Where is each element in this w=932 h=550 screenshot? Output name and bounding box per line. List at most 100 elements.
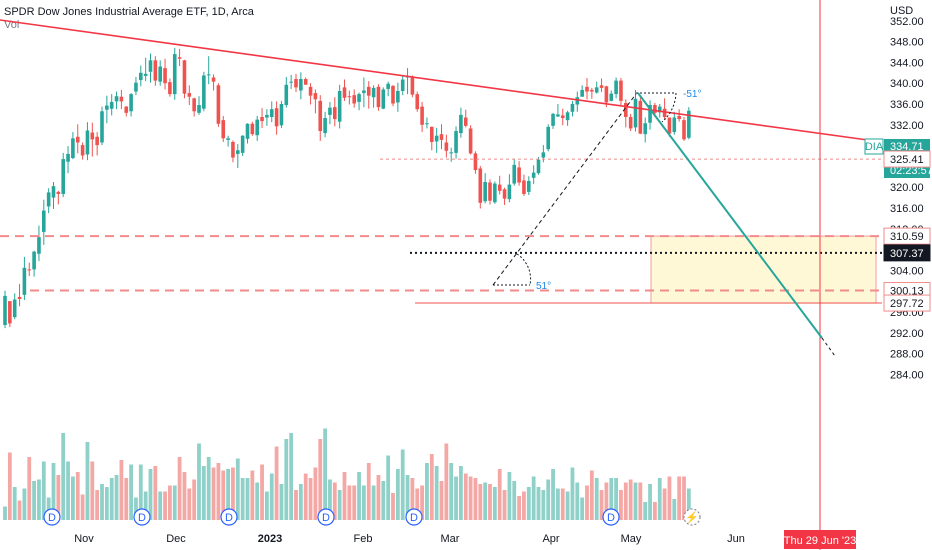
price-level-label: 297.72 (890, 298, 924, 310)
candle-body (328, 107, 332, 115)
volume-bar (531, 476, 536, 520)
candle-body (522, 180, 526, 194)
volume-bar (522, 491, 526, 520)
volume-bar (653, 502, 657, 520)
volume-bar (657, 478, 662, 520)
ticker-label: DIA (865, 141, 884, 153)
volume-bar (546, 479, 551, 520)
candle-body (279, 104, 284, 126)
volume-bar (80, 494, 85, 520)
candle-body (444, 142, 449, 151)
drawings-layer[interactable]: 51° -51° (0, 0, 883, 550)
volume-bar (172, 485, 177, 520)
price-scale[interactable] (882, 0, 932, 550)
candle-body (284, 84, 289, 106)
volume-bar (182, 472, 187, 520)
volume-bar (677, 476, 682, 520)
candle-body (512, 164, 517, 184)
volume-bar (294, 490, 298, 520)
candle-body (95, 136, 99, 146)
candle-body (376, 86, 381, 108)
candle-body (531, 172, 536, 178)
projection-line[interactable] (637, 92, 823, 339)
volume-bar (3, 506, 7, 520)
candle-body (187, 93, 192, 97)
candle-body (245, 123, 250, 139)
candle-body (109, 101, 114, 109)
volume-bar (197, 443, 201, 520)
candle-body (463, 117, 468, 126)
candle-body (599, 85, 604, 88)
candle-body (473, 153, 478, 171)
volume-bar (17, 500, 22, 520)
last-price: 334.71 (890, 141, 924, 153)
dividend-icon[interactable] (220, 508, 238, 526)
angle-leg[interactable] (492, 93, 637, 286)
y-tick-label: 348.00 (890, 37, 924, 49)
volume-bar (66, 461, 70, 520)
volume-bar (226, 469, 230, 520)
volume-bar (274, 446, 279, 520)
candle-body (556, 114, 560, 117)
volume-bar (556, 488, 560, 520)
volume-bar (560, 488, 565, 520)
candle-body (313, 93, 318, 100)
candle-body (633, 98, 638, 128)
volume-bar (507, 472, 512, 520)
volume-bar (454, 476, 458, 520)
candle-body (415, 94, 420, 110)
volume-bar (371, 485, 376, 520)
volume-histogram (3, 428, 691, 520)
candle-body (609, 93, 614, 101)
candle-body (619, 80, 623, 101)
dividend-icon[interactable] (133, 508, 151, 526)
volume-bar (517, 496, 521, 520)
volume-bar (163, 491, 167, 520)
candle-body (352, 95, 356, 104)
candle-body (337, 91, 342, 122)
volume-bar (7, 452, 12, 520)
volume-bar (269, 473, 274, 520)
candle-body (507, 184, 512, 200)
volume-bar (221, 470, 226, 520)
candle-body (614, 80, 618, 95)
candle-body (85, 130, 90, 155)
candle-body (653, 105, 657, 113)
candle-body (366, 86, 371, 96)
volume-bar (260, 464, 264, 520)
volume-bar (488, 484, 492, 520)
candle-body (80, 145, 85, 156)
dividend-icon[interactable] (43, 508, 61, 526)
volume-bar (75, 472, 80, 520)
dividend-icon[interactable] (602, 508, 620, 526)
dividend-icon-label: D (607, 512, 615, 524)
y-tick-label: 304.00 (890, 265, 924, 277)
projection-zone-box[interactable] (650, 235, 877, 304)
volume-bar (148, 469, 153, 520)
candle-body (483, 182, 487, 202)
volume-bar (187, 488, 192, 520)
volume-bar (386, 455, 391, 520)
trendline[interactable] (0, 19, 883, 143)
x-tick-label: Dec (166, 533, 186, 545)
dividend-icon-label: D (138, 512, 146, 524)
candle-body (657, 106, 662, 113)
dividend-icon[interactable] (317, 508, 335, 526)
earnings-icon[interactable] (683, 508, 701, 526)
volume-bar (463, 473, 468, 520)
candle-body (677, 115, 681, 120)
candle-body (400, 79, 405, 91)
volume-bar (109, 478, 114, 520)
volume-bar (376, 475, 381, 520)
dividend-icon[interactable] (405, 508, 423, 526)
candle-body (202, 75, 206, 109)
candle-body (541, 152, 546, 158)
candle-body (468, 128, 473, 154)
candle-body (570, 104, 575, 112)
volume-bar (298, 484, 303, 520)
volume-bar (143, 491, 148, 520)
volume-bar (585, 485, 589, 520)
candle-body (46, 192, 51, 207)
volume-bar (235, 458, 240, 520)
